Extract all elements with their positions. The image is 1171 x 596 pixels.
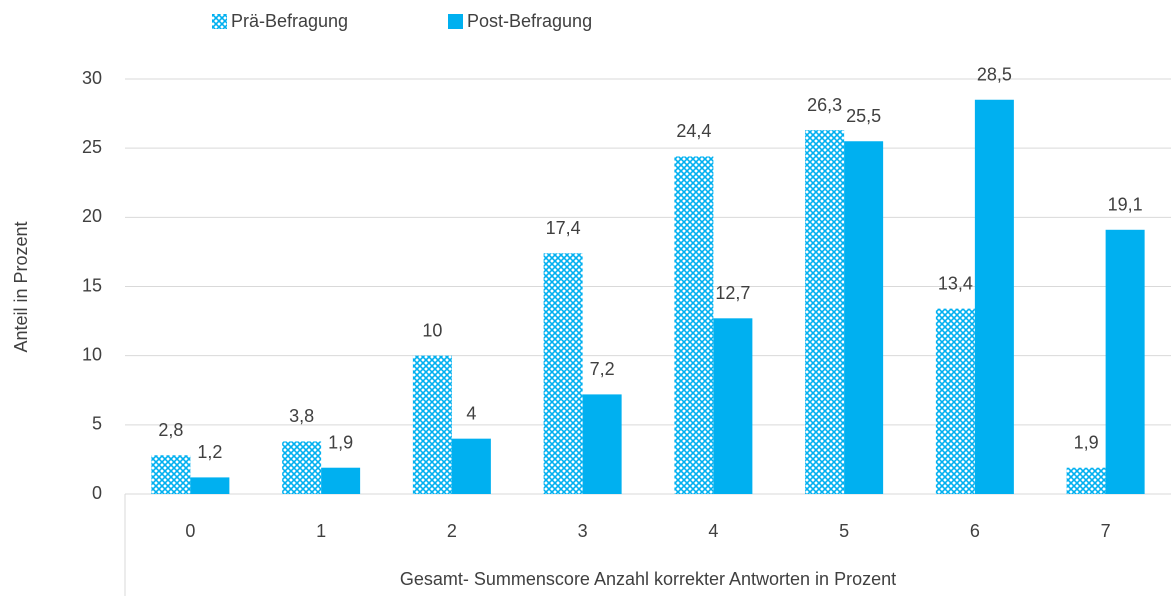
x-tick-label: 2 xyxy=(447,521,457,541)
data-label: 17,4 xyxy=(546,218,581,238)
y-tick-label: 20 xyxy=(82,206,102,226)
x-tick-label: 1 xyxy=(316,521,326,541)
data-label: 26,3 xyxy=(807,95,842,115)
legend-label: Post-Befragung xyxy=(467,11,592,31)
legend-swatch xyxy=(448,14,463,29)
bar xyxy=(451,438,491,494)
bar xyxy=(543,253,583,494)
legend-swatch xyxy=(212,14,227,29)
bar xyxy=(151,455,191,494)
data-label: 28,5 xyxy=(977,65,1012,85)
x-tick-label: 7 xyxy=(1101,521,1111,541)
bar xyxy=(713,318,753,494)
bar xyxy=(935,308,975,494)
bar xyxy=(282,441,322,494)
data-label: 4 xyxy=(466,403,476,423)
bar xyxy=(674,156,714,494)
y-tick-label: 15 xyxy=(82,275,102,295)
bar xyxy=(321,467,361,494)
y-tick-label: 25 xyxy=(82,137,102,157)
data-label: 24,4 xyxy=(676,121,711,141)
y-axis-title: Anteil in Prozent xyxy=(11,221,31,352)
data-label: 3,8 xyxy=(289,406,314,426)
data-label: 12,7 xyxy=(715,283,750,303)
x-tick-label: 3 xyxy=(578,521,588,541)
legend-label: Prä-Befragung xyxy=(231,11,348,31)
data-label: 25,5 xyxy=(846,106,881,126)
y-tick-label: 10 xyxy=(82,344,102,364)
data-label: 2,8 xyxy=(158,420,183,440)
data-label: 1,9 xyxy=(1074,432,1099,452)
data-label: 1,2 xyxy=(197,442,222,462)
x-tick-label: 0 xyxy=(185,521,195,541)
y-tick-label: 30 xyxy=(82,68,102,88)
data-label: 13,4 xyxy=(938,273,973,293)
bar xyxy=(1066,467,1106,494)
bar xyxy=(974,99,1014,494)
data-label: 7,2 xyxy=(590,359,615,379)
x-tick-label: 6 xyxy=(970,521,980,541)
x-axis-title: Gesamt- Summenscore Anzahl korrekter Ant… xyxy=(400,569,896,589)
y-tick-label: 0 xyxy=(92,483,102,503)
x-tick-label: 4 xyxy=(708,521,718,541)
bar xyxy=(805,130,845,494)
bar xyxy=(844,141,884,494)
y-tick-label: 5 xyxy=(92,414,102,434)
data-label: 1,9 xyxy=(328,432,353,452)
data-label: 19,1 xyxy=(1108,195,1143,215)
bar xyxy=(1105,229,1145,495)
bar xyxy=(412,355,452,494)
bar xyxy=(190,477,230,494)
bar xyxy=(582,394,622,494)
data-label: 10 xyxy=(422,320,442,340)
x-tick-label: 5 xyxy=(839,521,849,541)
